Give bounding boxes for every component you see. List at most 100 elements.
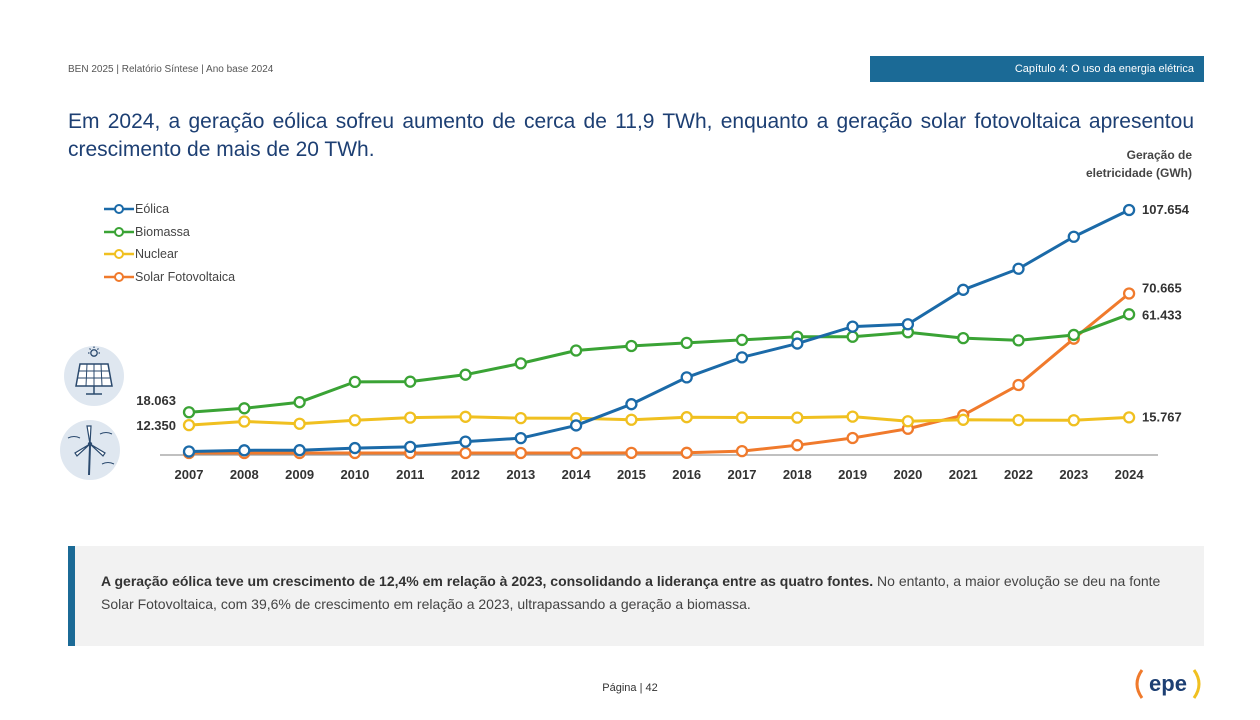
- data-point: [1012, 262, 1025, 275]
- data-point: [901, 318, 915, 331]
- data-point: [404, 440, 417, 454]
- data-point: [404, 411, 417, 424]
- data-point: [238, 444, 251, 457]
- data-point: [348, 375, 362, 389]
- data-point: [569, 446, 583, 460]
- data-point: [791, 337, 804, 350]
- series-line-3: [189, 292, 1131, 455]
- x-tick-label: 2016: [672, 467, 701, 482]
- x-tick-label: 2010: [340, 467, 369, 482]
- data-point: [625, 413, 638, 426]
- x-tick-label: 2022: [1004, 467, 1033, 482]
- data-point: [846, 410, 859, 423]
- legend-item-biomassa: Biomassa: [104, 221, 235, 244]
- legend-item-nuclear: Nuclear: [104, 243, 235, 266]
- x-tick-label: 2011: [396, 467, 424, 482]
- callout-text: No entanto, a maior evolução se deu na f…: [101, 573, 1161, 612]
- data-point: [1012, 334, 1025, 347]
- chapter-banner: Capítulo 4: O uso da energia elétrica: [870, 56, 1204, 82]
- legend-label-eolica: Eólica: [135, 202, 170, 217]
- data-point: [569, 344, 583, 357]
- data-point: [1067, 230, 1080, 243]
- data-point: [514, 411, 527, 425]
- data-point: [238, 402, 251, 415]
- solar-panel-icon: [64, 346, 124, 406]
- data-point: [182, 445, 196, 458]
- left-value-label: 18.063: [136, 393, 176, 408]
- page-number: Página | 42: [602, 682, 658, 694]
- right-value-label: 61.433: [1142, 307, 1182, 322]
- data-point: [404, 375, 417, 388]
- legend-swatch-solar: [104, 271, 134, 282]
- series-line-2: [188, 415, 1130, 427]
- data-point: [1122, 411, 1136, 424]
- data-point: [680, 371, 693, 384]
- callout-box: A geração eólica teve um crescimento de …: [68, 546, 1204, 646]
- x-tick-label: 2007: [175, 467, 204, 482]
- x-tick-label: 2008: [230, 467, 259, 482]
- data-point: [680, 336, 693, 349]
- x-tick-label: 2020: [893, 467, 922, 482]
- data-point: [957, 283, 970, 296]
- data-point: [957, 413, 970, 426]
- x-tick-label: 2023: [1059, 467, 1088, 482]
- epe-logo: epe: [1130, 664, 1206, 704]
- data-point: [459, 446, 472, 460]
- x-tick-label: 2017: [728, 467, 757, 482]
- data-point: [182, 418, 196, 432]
- x-tick-label: 2009: [285, 467, 314, 482]
- data-point: [680, 446, 693, 459]
- logo-text: epe: [1149, 671, 1187, 696]
- wind-turbine-icon: [60, 420, 120, 480]
- page-headline: Em 2024, a geração eólica sofreu aumento…: [68, 110, 1194, 161]
- x-tick-label: 2014: [562, 467, 592, 482]
- unit-label-line-1: Geração de: [1126, 148, 1192, 162]
- right-value-label: 70.665: [1142, 280, 1182, 295]
- data-point: [293, 396, 306, 409]
- series-line-0: [188, 208, 1130, 454]
- data-point: [514, 446, 527, 460]
- data-point: [625, 446, 638, 460]
- data-point: [901, 415, 915, 428]
- data-point: [459, 410, 472, 423]
- x-tick-label: 2024: [1115, 467, 1145, 482]
- data-point: [735, 411, 749, 424]
- chart-legend: Eólica Biomassa Nuclear Solar Fotovoltai…: [104, 198, 235, 288]
- x-tick-label: 2013: [506, 467, 535, 482]
- data-point: [625, 398, 638, 411]
- x-tick-label: 2021: [949, 467, 978, 482]
- data-point: [459, 368, 472, 381]
- data-point: [846, 320, 859, 333]
- data-point: [1012, 413, 1025, 427]
- data-point: [735, 444, 749, 458]
- unit-label-line-2: eletricidade (GWh): [1085, 166, 1192, 180]
- legend-label-biomassa: Biomassa: [135, 224, 190, 239]
- data-point: [846, 330, 859, 343]
- legend-label-nuclear: Nuclear: [135, 247, 179, 262]
- data-point: [791, 439, 804, 452]
- x-tick-label: 2012: [451, 467, 480, 482]
- right-value-label: 15.767: [1142, 409, 1182, 424]
- data-point: [1122, 203, 1136, 217]
- right-value-label: 107.654: [1142, 202, 1190, 217]
- data-point: [735, 333, 749, 347]
- data-point: [680, 411, 693, 424]
- data-point: [569, 419, 583, 432]
- data-point: [791, 411, 804, 424]
- data-point: [293, 444, 306, 457]
- data-point: [735, 351, 749, 364]
- series-line-1: [188, 312, 1130, 414]
- data-point: [459, 435, 472, 448]
- x-tick-label: 2018: [783, 467, 812, 482]
- data-point: [1122, 287, 1136, 300]
- data-point: [1122, 308, 1136, 321]
- data-point: [846, 431, 859, 445]
- legend-item-solar: Solar Fotovoltaica: [104, 266, 235, 289]
- callout-bold-text: A geração eólica teve um crescimento de …: [101, 573, 874, 589]
- y-axis-unit-label: Geração de eletricidade (GWh): [1044, 146, 1192, 182]
- data-point: [1067, 328, 1080, 342]
- legend-item-eolica: Eólica: [104, 198, 235, 221]
- data-point: [348, 441, 362, 455]
- data-point: [182, 406, 196, 419]
